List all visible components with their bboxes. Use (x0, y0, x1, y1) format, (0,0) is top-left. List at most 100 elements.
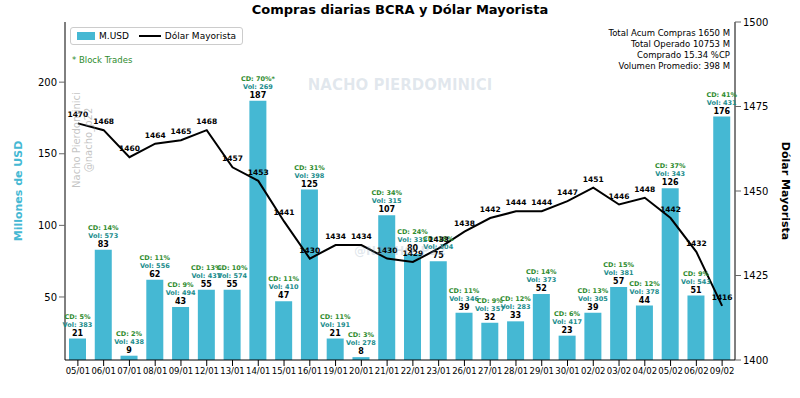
svg-text:1425: 1425 (743, 270, 768, 281)
svg-text:1442: 1442 (660, 205, 681, 214)
svg-text:08/01: 08/01 (143, 366, 168, 376)
svg-text:Vol: 410: Vol: 410 (269, 283, 299, 291)
svg-text:@nacho_p22: @nacho_p22 (83, 108, 95, 173)
svg-text:1468: 1468 (93, 117, 114, 126)
svg-text:52: 52 (536, 284, 547, 293)
svg-text:55: 55 (227, 280, 239, 289)
svg-text:1444: 1444 (506, 198, 527, 207)
svg-text:CD: 14%: CD: 14% (88, 224, 119, 232)
svg-text:CD: 2%: CD: 2% (116, 330, 143, 338)
svg-text:1475: 1475 (743, 101, 768, 112)
svg-text:126: 126 (662, 178, 679, 187)
svg-text:1441: 1441 (274, 208, 295, 217)
svg-text:1432: 1432 (686, 239, 707, 248)
svg-text:150: 150 (38, 148, 57, 159)
svg-text:@NACHO_P22: @NACHO_P22 (354, 244, 446, 259)
svg-text:Vol: 315: Vol: 315 (372, 197, 402, 205)
svg-text:47: 47 (278, 291, 289, 300)
svg-text:1430: 1430 (377, 246, 398, 255)
svg-text:CD: 9%: CD: 9% (168, 281, 195, 289)
svg-text:Vol: 283: Vol: 283 (501, 303, 531, 311)
svg-text:1434: 1434 (325, 232, 346, 241)
svg-text:23: 23 (562, 326, 573, 335)
svg-text:1465: 1465 (171, 127, 192, 136)
svg-text:Vol: 269: Vol: 269 (243, 83, 273, 91)
svg-text:CD: 31%: CD: 31% (294, 164, 325, 172)
svg-text:43: 43 (175, 297, 186, 306)
svg-text:09/02: 09/02 (710, 366, 735, 376)
svg-text:NACHO PIERDOMINICI: NACHO PIERDOMINICI (308, 76, 493, 94)
svg-text:CD: 9%: CD: 9% (683, 270, 710, 278)
svg-text:1453: 1453 (248, 168, 269, 177)
svg-text:Vol: 343: Vol: 343 (655, 170, 685, 178)
svg-text:14/01: 14/01 (246, 366, 271, 376)
svg-text:03/02: 03/02 (607, 366, 632, 376)
svg-text:CD: 11%: CD: 11% (140, 254, 171, 262)
svg-text:26/01: 26/01 (452, 366, 477, 376)
svg-text:CD: 12%: CD: 12% (629, 280, 660, 288)
svg-text:9: 9 (126, 346, 132, 355)
svg-text:21: 21 (72, 329, 84, 338)
svg-text:Vol: 494: Vol: 494 (166, 289, 196, 297)
svg-text:21: 21 (330, 329, 342, 338)
svg-text:02/02: 02/02 (581, 366, 606, 376)
svg-text:55: 55 (201, 280, 213, 289)
svg-text:30/01: 30/01 (555, 366, 580, 376)
svg-text:Vol: 398: Vol: 398 (295, 172, 325, 180)
svg-text:1460: 1460 (119, 144, 140, 153)
svg-text:1433: 1433 (428, 235, 449, 244)
svg-text:04/02: 04/02 (633, 366, 658, 376)
svg-text:CD: 11%: CD: 11% (268, 275, 299, 283)
svg-text:Dólar Mayorista: Dólar Mayorista (779, 142, 792, 240)
svg-text:1429: 1429 (402, 249, 423, 258)
svg-text:CD: 12%: CD: 12% (500, 295, 531, 303)
svg-text:Vol: 574: Vol: 574 (217, 272, 247, 280)
svg-text:CD: 6%: CD: 6% (554, 310, 581, 318)
svg-text:1500: 1500 (743, 17, 768, 28)
svg-text:Vol: 431: Vol: 431 (707, 99, 737, 107)
svg-text:Nacho Pierdominici: Nacho Pierdominici (71, 92, 82, 188)
svg-text:16/01: 16/01 (298, 366, 323, 376)
svg-text:50: 50 (44, 292, 57, 303)
svg-text:29/01: 29/01 (529, 366, 554, 376)
svg-text:1444: 1444 (531, 198, 552, 207)
svg-text:1447: 1447 (557, 188, 578, 197)
svg-text:15/01: 15/01 (272, 366, 297, 376)
svg-text:Vol: 346: Vol: 346 (449, 295, 479, 303)
svg-text:Millones de USD: Millones de USD (12, 141, 25, 242)
svg-text:05/02: 05/02 (658, 366, 683, 376)
svg-text:176: 176 (713, 107, 730, 116)
svg-text:100: 100 (38, 220, 57, 231)
svg-text:1438: 1438 (454, 219, 475, 228)
svg-text:1448: 1448 (634, 185, 655, 194)
svg-text:Vol: 278: Vol: 278 (346, 339, 376, 347)
svg-text:20/01: 20/01 (349, 366, 374, 376)
svg-text:Vol: 573: Vol: 573 (88, 232, 118, 240)
svg-text:27/01: 27/01 (478, 366, 503, 376)
svg-text:1430: 1430 (299, 246, 320, 255)
svg-text:107: 107 (378, 205, 395, 214)
svg-text:1442: 1442 (480, 205, 501, 214)
svg-text:1470: 1470 (67, 110, 88, 119)
svg-text:1464: 1464 (145, 131, 166, 140)
svg-text:39: 39 (587, 303, 599, 312)
svg-text:Vol: 305: Vol: 305 (578, 295, 608, 303)
svg-text:32: 32 (484, 313, 495, 322)
svg-text:1451: 1451 (583, 175, 604, 184)
svg-text:12/01: 12/01 (194, 366, 219, 376)
svg-text:1446: 1446 (609, 192, 630, 201)
svg-text:CD: 15%: CD: 15% (603, 261, 634, 269)
svg-text:1416: 1416 (712, 293, 733, 302)
svg-text:Vol: 383: Vol: 383 (63, 321, 93, 329)
svg-text:1457: 1457 (222, 154, 243, 163)
svg-text:05/01: 05/01 (66, 366, 91, 376)
svg-text:CD: 41%: CD: 41% (706, 91, 737, 99)
svg-text:200: 200 (38, 77, 57, 88)
svg-text:CD: 14%: CD: 14% (526, 268, 557, 276)
svg-text:Vol: 556: Vol: 556 (140, 262, 170, 270)
svg-text:CD: 37%: CD: 37% (655, 162, 686, 170)
svg-text:CD: 11%: CD: 11% (449, 287, 480, 295)
svg-text:8: 8 (358, 347, 364, 356)
svg-text:Vol: 191: Vol: 191 (320, 321, 350, 329)
svg-text:Vol: 373: Vol: 373 (526, 276, 556, 284)
